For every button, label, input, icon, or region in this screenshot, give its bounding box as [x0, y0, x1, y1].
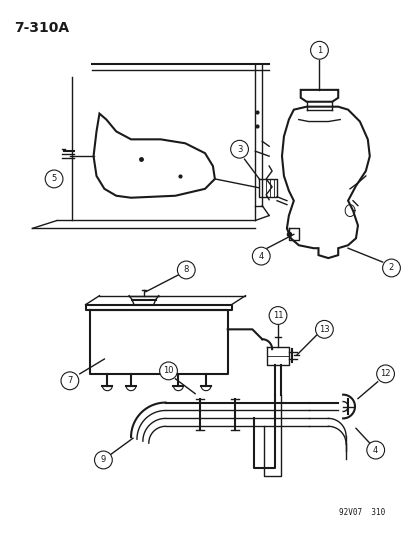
Text: 9: 9 [100, 456, 106, 464]
Text: 11: 11 [272, 311, 282, 320]
Circle shape [159, 362, 177, 380]
Circle shape [376, 365, 394, 383]
Circle shape [252, 247, 270, 265]
Text: 1: 1 [316, 46, 321, 55]
Circle shape [315, 320, 332, 338]
Text: 4: 4 [372, 446, 377, 455]
Text: 12: 12 [380, 369, 390, 378]
Circle shape [94, 451, 112, 469]
Circle shape [177, 261, 195, 279]
Circle shape [310, 42, 328, 59]
Text: 8: 8 [183, 265, 188, 274]
Text: 7-310A: 7-310A [14, 21, 69, 35]
Circle shape [45, 170, 63, 188]
Text: 5: 5 [51, 174, 57, 183]
Circle shape [268, 306, 286, 325]
Text: 92V07  310: 92V07 310 [339, 508, 385, 518]
Text: 4: 4 [258, 252, 263, 261]
Text: 7: 7 [67, 376, 72, 385]
Circle shape [382, 259, 399, 277]
Circle shape [366, 441, 384, 459]
Text: 3: 3 [236, 145, 242, 154]
Circle shape [61, 372, 78, 390]
Circle shape [230, 140, 248, 158]
Text: 13: 13 [318, 325, 329, 334]
Text: 10: 10 [163, 366, 173, 375]
Text: 2: 2 [388, 263, 393, 272]
